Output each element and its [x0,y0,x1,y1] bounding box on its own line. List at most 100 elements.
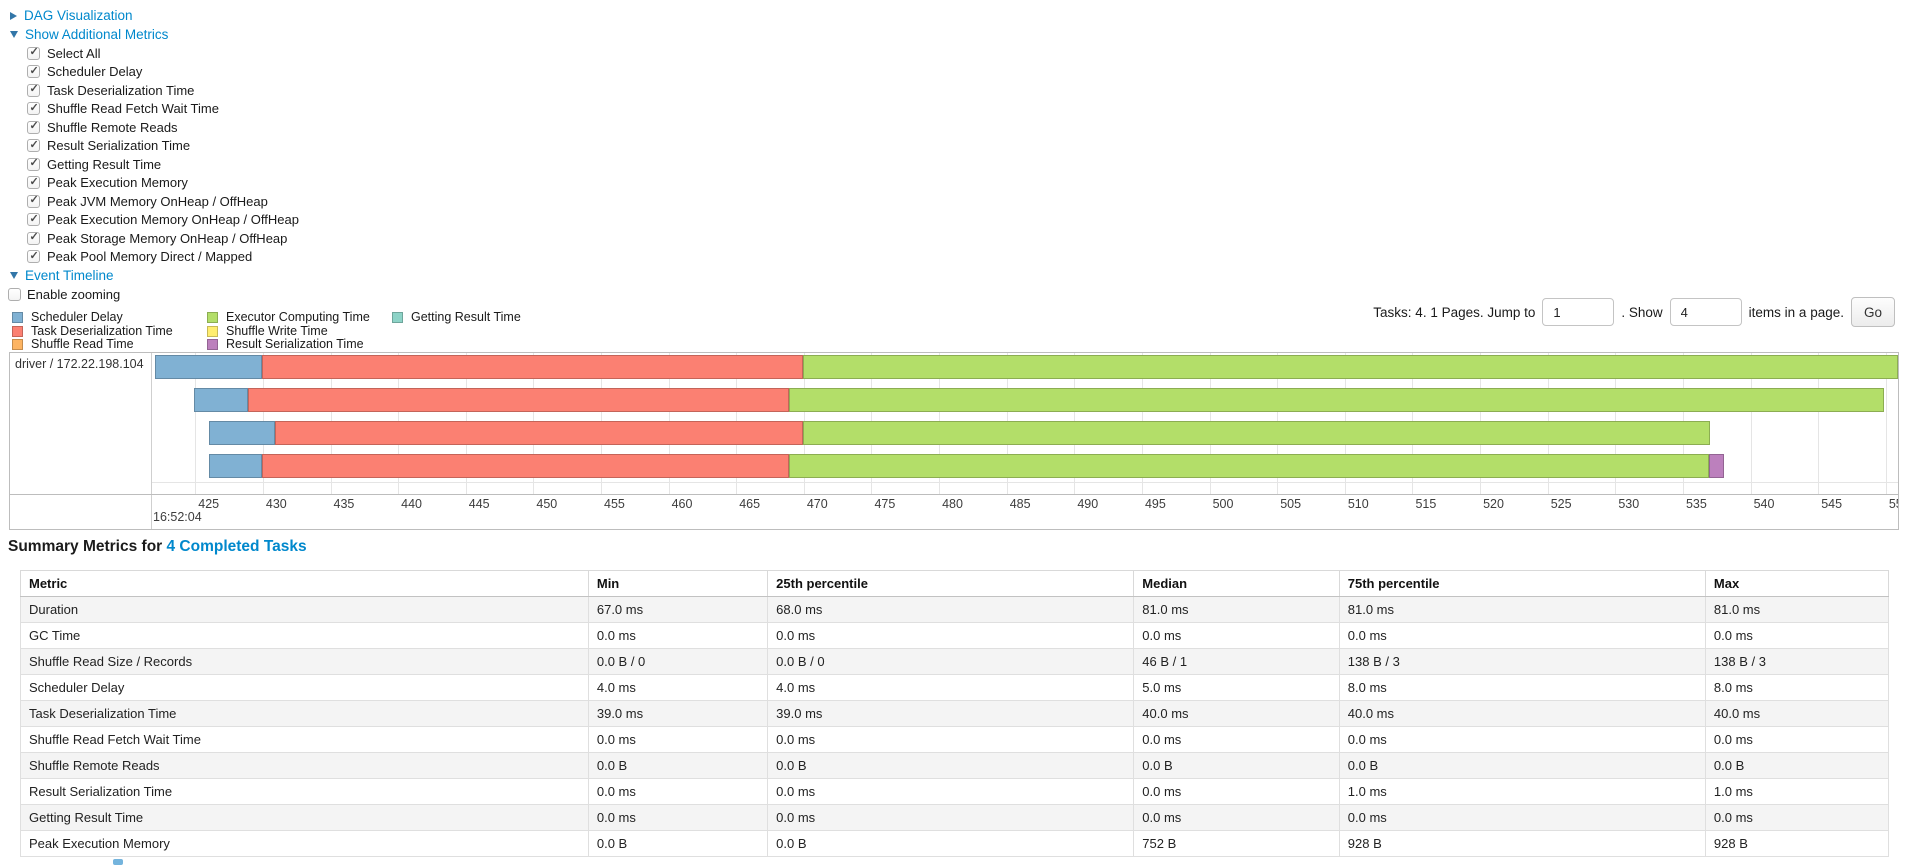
timeline-tick-label: 430 [265,497,287,511]
completed-tasks-link[interactable]: 4 Completed Tasks [166,538,307,555]
checkbox-label-shuffle-remote-reads: Shuffle Remote Reads [47,119,178,135]
checkbox-peak-execution-memory-onheap-offheap[interactable] [27,213,40,227]
summary-cell: 0.0 ms [767,726,1135,753]
summary-cell: 1.0 ms [1704,778,1890,805]
timeline-bar-scheduler-delay[interactable] [193,388,248,412]
legend-item-result-serialization-time: Result Serialization Time [207,338,392,352]
summary-cell: 0.0 B [767,830,1135,857]
tasks-page-info: Tasks: 4. 1 Pages. Jump to [1373,304,1536,320]
summary-table-row-getting-result-time: Getting Result Time 0.0 ms 0.0 ms 0.0 ms 0.0… [20,804,1890,831]
dag-visualization-toggle[interactable]: DAG Visualization [8,6,708,25]
show-additional-metrics-toggle[interactable]: Show Additional Metrics [8,25,708,44]
timeline-tick-label: 440 [401,497,422,511]
timeline-bar-executor-computing[interactable] [802,355,1898,379]
timeline-bar-task-deserialization[interactable] [261,355,803,379]
dag-visualization-link[interactable]: DAG Visualization [24,8,133,23]
checkbox-shuffle-remote-reads[interactable] [27,120,40,134]
metric-checkbox-row: Peak Execution Memory OnHeap / OffHeap [8,211,708,230]
checkbox-peak-execution-memory[interactable] [27,176,40,190]
summary-table-row-duration: Duration 67.0 ms 68.0 ms 81.0 ms 81.0 ms 81.0… [20,596,1890,623]
metric-checkbox-row: Result Serialization Time [8,137,708,156]
show-additional-metrics-link[interactable]: Show Additional Metrics [25,27,169,42]
summary-cell: 0.0 B / 0 [587,648,769,675]
summary-cell: 5.0 ms [1133,674,1340,701]
summary-cell: 0.0 ms [767,804,1135,831]
summary-cell: 40.0 ms [1338,700,1706,727]
summary-cell: 68.0 ms [767,596,1135,623]
summary-cell: 928 B [1338,830,1706,857]
legend-label: Shuffle Read Time [31,337,134,352]
checkbox-label-peak-execution-memory-onheap-offheap: Peak Execution Memory OnHeap / OffHeap [47,212,299,228]
timeline-bar-task-deserialization[interactable] [275,421,803,445]
metric-checkbox-row: Select All [8,44,708,63]
timeline-tick-label: 520 [1483,497,1504,511]
legend-item-executor-computing-time: Executor Computing Time [207,311,392,325]
timeline-bar-scheduler-delay[interactable] [208,454,262,478]
checkbox-select-all[interactable] [27,46,40,60]
summary-table-header: Metric Min 25th percentile Median 75th perce… [20,570,1890,597]
summary-cell: 0.0 B [1338,752,1706,779]
legend-swatch-result-serialization-time [207,339,218,351]
summary-col-header-75th-percentile: 75th percentile [1338,570,1706,597]
summary-cell: 0.0 B / 0 [767,648,1135,675]
timeline-bar-executor-computing[interactable] [788,388,1885,412]
timeline-bar-executor-computing[interactable] [802,421,1710,445]
checkbox-label-peak-pool-memory-direct-mapped: Peak Pool Memory Direct / Mapped [47,249,253,265]
checkbox-scheduler-delay[interactable] [27,65,40,79]
summary-col-header-max: Max [1704,570,1890,597]
timeline-bar-result-serialization[interactable] [1708,454,1724,478]
legend-swatch-shuffle-write-time [207,325,218,337]
summary-cell: 0.0 B [587,752,769,779]
summary-cell: 4.0 ms [767,674,1135,701]
summary-cell: 752 B [1133,830,1340,857]
timeline-bar-scheduler-delay[interactable] [208,421,276,445]
legend-swatch-shuffle-read-time [12,339,23,351]
legend-label: Task Deserialization Time [31,323,173,338]
event-timeline-toggle[interactable]: Event Timeline [8,266,708,285]
timeline-tick-label: 475 [874,497,896,511]
legend-label: Shuffle Write Time [226,323,328,338]
event-timeline-chart: driver / 172.22.198.104 425 430 435 440 445 4… [9,352,1899,530]
timeline-bar-scheduler-delay[interactable] [154,355,262,379]
summary-title-text: Summary Metrics for [8,538,167,555]
timeline-major-time-label: 16:52:04 [153,510,202,524]
timeline-gridline [1750,353,1752,494]
enable-zooming-checkbox[interactable] [8,287,21,301]
summary-table-row-scheduler-delay: Scheduler Delay 4.0 ms 4.0 ms 5.0 ms 8.0 ms 8… [20,674,1890,701]
metric-checkbox-row: Peak JVM Memory OnHeap / OffHeap [8,192,708,211]
timeline-tick-label: 500 [1212,497,1234,511]
summary-cell: Duration [20,596,589,623]
summary-cell: 138 B / 3 [1704,648,1890,675]
checkbox-label-peak-storage-memory-onheap-offheap: Peak Storage Memory OnHeap / OffHeap [47,230,288,246]
summary-cell: 39.0 ms [767,700,1135,727]
legend-swatch-scheduler-delay [12,312,23,324]
timeline-tick-label: 455 [604,497,625,511]
chevron-down-icon [10,31,18,38]
checkbox-peak-storage-memory-onheap-offheap[interactable] [27,231,40,245]
checkbox-task-deserialization-time[interactable] [27,83,40,97]
timeline-bar-executor-computing[interactable] [788,454,1709,478]
metric-checkbox-row: Peak Execution Memory [8,174,708,193]
event-timeline-link[interactable]: Event Timeline [25,268,114,283]
summary-cell: 0.0 B [587,830,769,857]
summary-table-row-shuffle-remote-reads: Shuffle Remote Reads 0.0 B 0.0 B 0.0 B 0.0 B… [20,752,1890,779]
checkbox-label-peak-execution-memory: Peak Execution Memory [47,175,188,191]
legend-item-task-deserialization-time: Task Deserialization Time [12,323,207,339]
items-per-page-input[interactable] [1669,298,1742,326]
checkbox-shuffle-read-fetch-wait-time[interactable] [27,102,40,116]
go-button[interactable]: Go [1850,297,1895,327]
jump-to-page-input[interactable] [1542,298,1615,326]
checkbox-result-serialization-time[interactable] [27,139,40,153]
metric-checkbox-row: Shuffle Read Fetch Wait Time [8,100,708,119]
timeline-bar-task-deserialization[interactable] [248,388,789,412]
summary-cell: 0.0 ms [1704,726,1890,753]
cutoff-element [113,859,123,865]
checkbox-peak-jvm-memory-onheap-offheap[interactable] [27,194,40,208]
checkbox-getting-result-time[interactable] [27,157,40,171]
checkbox-peak-pool-memory-direct-mapped[interactable] [27,250,40,264]
timeline-bar-task-deserialization[interactable] [261,454,789,478]
summary-cell: 0.0 ms [1704,804,1890,831]
timeline-tick-label: 465 [739,497,761,511]
timeline-tick-label: 530 [1618,497,1640,511]
